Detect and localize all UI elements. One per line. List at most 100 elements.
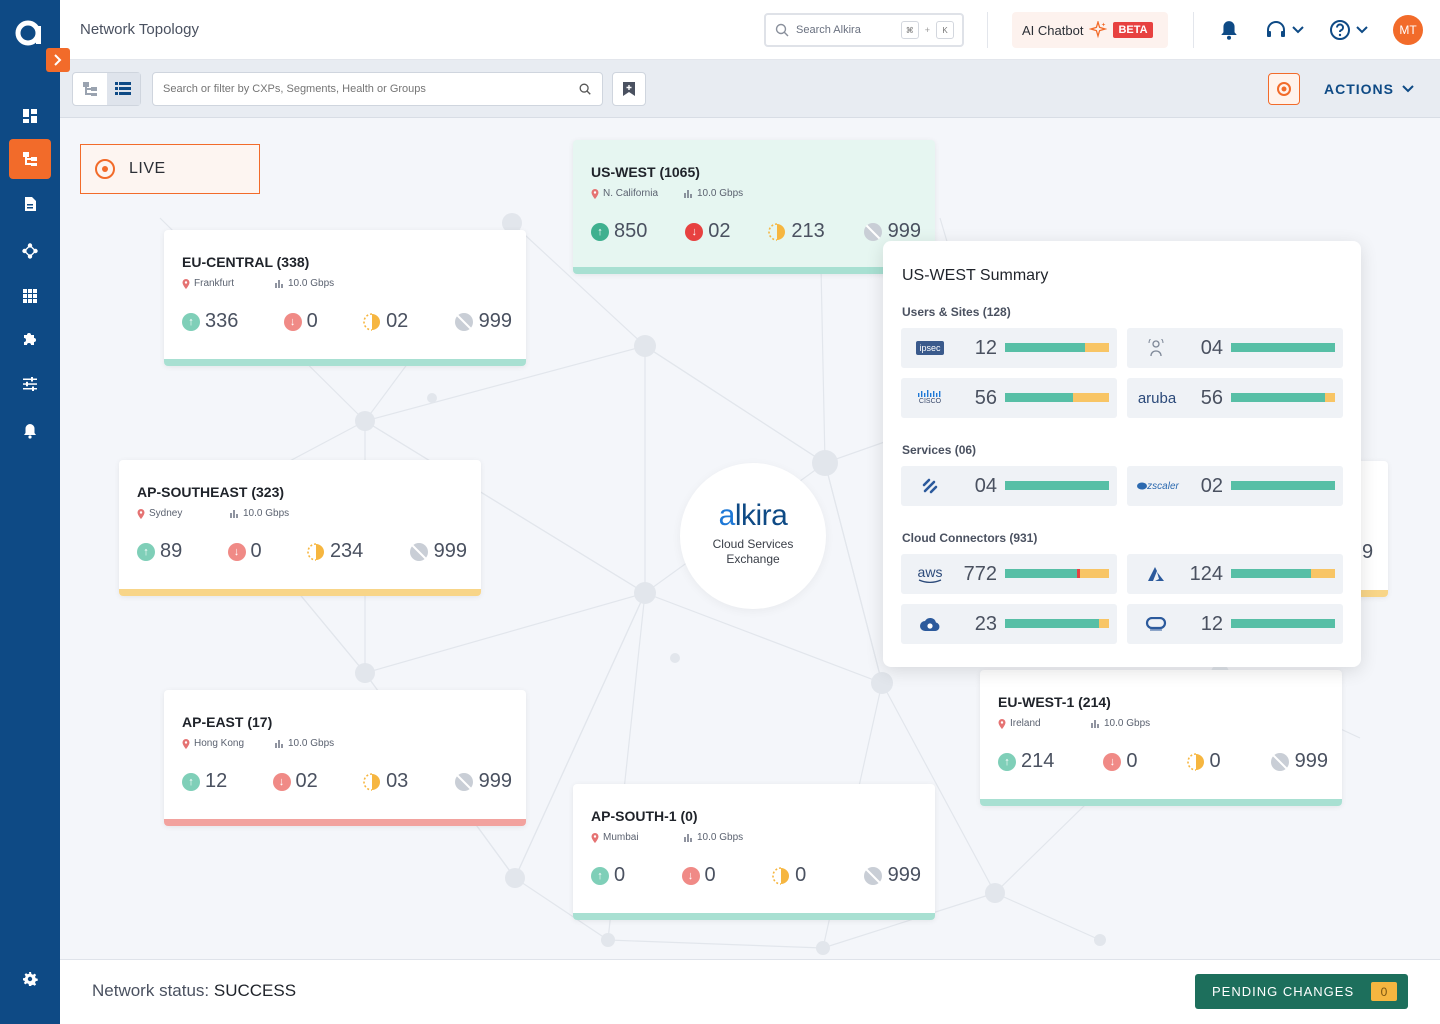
aruba-icon: aruba (1135, 388, 1179, 408)
summary-tile-zscaler[interactable]: zscaler 02 (1127, 466, 1343, 506)
summary-tile-aruba[interactable]: aruba 56 (1127, 378, 1343, 418)
health-bar (164, 819, 526, 826)
arrow-up-icon: ↑ (591, 866, 609, 885)
region-card-ap-east[interactable]: AP-EAST (17) Hong Kong 10.0 Gbps ↑ 12 ↓ 02… (164, 690, 526, 826)
nav-apps[interactable] (9, 276, 51, 316)
region-meta: Ireland 10.0 Gbps (998, 718, 1150, 729)
nav-integrations[interactable] (9, 319, 51, 359)
region-title: EU-WEST-1 (214) (998, 694, 1111, 710)
stat-partial: 02 (386, 310, 409, 332)
nav-topology[interactable] (9, 139, 51, 179)
header-divider (987, 12, 988, 48)
region-meta: Frankfurt 10.0 Gbps (182, 278, 334, 289)
health-track (1005, 569, 1109, 578)
summary-tile-remote-users[interactable]: 04 (1127, 328, 1343, 368)
stat-partial: 03 (386, 770, 409, 792)
location-pin-icon (182, 278, 190, 289)
saved-filters-button[interactable] (612, 72, 646, 106)
nav-dashboard[interactable] (9, 96, 51, 136)
bandwidth-icon (230, 509, 238, 518)
bandwidth-icon (684, 189, 692, 198)
nav-settings-sliders[interactable] (9, 364, 51, 404)
arrow-down-icon: ↓ (272, 772, 291, 791)
summary-tile-aws[interactable]: aws 772 (901, 554, 1117, 594)
user-avatar[interactable]: MT (1393, 15, 1423, 45)
health-track (1005, 343, 1109, 352)
pending-changes-count: 0 (1371, 982, 1397, 1001)
region-meta: Mumbai 10.0 Gbps (591, 832, 743, 843)
health-fill (1005, 481, 1109, 490)
global-search[interactable]: Search Alkira ⌘ + K (764, 13, 964, 47)
arrow-up-icon: ↑ (591, 222, 609, 241)
search-icon (775, 23, 789, 37)
gear-icon (23, 972, 38, 986)
summary-tile-gcp[interactable]: 23 (901, 604, 1117, 644)
expand-sidebar-button[interactable] (46, 48, 70, 72)
filter-input[interactable] (152, 72, 603, 106)
nav-alerts[interactable] (9, 411, 51, 451)
health-fill (1005, 343, 1086, 352)
record-button[interactable] (1268, 73, 1300, 105)
live-indicator[interactable]: LIVE (80, 144, 260, 194)
summary-tile-azure[interactable]: 124 (1127, 554, 1343, 594)
support-menu-button[interactable] (1265, 18, 1304, 42)
stat-disabled: 999 (887, 864, 921, 886)
stat-disabled: 999 (478, 310, 512, 332)
tile-value: 02 (1200, 475, 1223, 497)
alkira-logo-icon[interactable] (14, 16, 46, 48)
bandwidth-icon (275, 739, 283, 748)
stat-up: 850 (614, 220, 648, 242)
arrow-down-icon: ↓ (681, 866, 700, 885)
topology-view-button[interactable] (73, 73, 107, 105)
pending-changes-button[interactable]: PENDING CHANGES 0 (1195, 974, 1408, 1009)
aws-icon: aws (911, 564, 949, 584)
document-icon (25, 197, 36, 211)
partial-status-icon (768, 222, 786, 241)
network-status-label: Network status: (92, 981, 210, 1000)
region-card-ap-southeast[interactable]: AP-SOUTHEAST (323) Sydney 10.0 Gbps ↑ 89 … (119, 460, 481, 596)
summary-tile-ipsec[interactable]: ipsec 12 (901, 328, 1117, 368)
kbd-plus: + (924, 25, 930, 35)
health-track (1005, 393, 1109, 402)
kbd-k: K (936, 21, 954, 39)
region-card-eu-central[interactable]: EU-CENTRAL (338) Frankfurt 10.0 Gbps ↑ 33… (164, 230, 526, 366)
header-divider (1193, 12, 1194, 48)
cloud-services-exchange-node[interactable]: alkira Cloud Services Exchange (680, 463, 826, 609)
summary-tile-cisco[interactable]: CISCO 56 (901, 378, 1117, 418)
tile-value: 772 (963, 563, 997, 585)
nav-connectors[interactable] (9, 231, 51, 271)
nav-documents[interactable] (9, 184, 51, 224)
region-card-eu-west-1[interactable]: EU-WEST-1 (214) Ireland 10.0 Gbps ↑ 214 ↓… (980, 670, 1342, 806)
region-title: AP-SOUTH-1 (0) (591, 808, 698, 824)
region-card-ap-south-1[interactable]: AP-SOUTH-1 (0) Mumbai 10.0 Gbps ↑ 0 ↓ 0 0 … (573, 784, 935, 920)
ai-chatbot-button[interactable]: AI Chatbot BETA (1012, 12, 1168, 48)
chevron-down-icon (1292, 26, 1304, 34)
location-pin-icon (591, 832, 599, 843)
health-bar (164, 359, 526, 366)
sidebar (0, 0, 70, 1024)
stat-partial: 234 (329, 540, 364, 562)
search-icon[interactable] (578, 82, 592, 96)
stat-disabled: 999 (478, 770, 512, 792)
stat-up: 336 (205, 310, 239, 332)
stat-down: 02 (295, 770, 318, 792)
list-view-button[interactable] (106, 73, 140, 105)
region-card-us-west[interactable]: US-WEST (1065) N. California 10.0 Gbps ↑… (573, 140, 935, 274)
actions-menu[interactable]: ACTIONS (1324, 81, 1414, 97)
headset-icon (1267, 21, 1285, 37)
grid-icon (23, 289, 37, 303)
hidden-card-value: 9 (1362, 541, 1374, 563)
partial-status-icon (363, 312, 381, 331)
summary-tile-palo-alto[interactable]: 04 (901, 466, 1117, 506)
nav-settings[interactable] (9, 959, 51, 999)
health-track (1005, 619, 1109, 628)
notifications-button[interactable] (1220, 18, 1238, 42)
error-marker (1077, 569, 1080, 578)
tile-value: 12 (974, 337, 997, 359)
toolbar: ACTIONS (60, 60, 1440, 118)
help-menu-button[interactable] (1329, 18, 1368, 42)
stat-up: 0 (614, 864, 626, 886)
stat-down: 0 (704, 864, 716, 886)
summary-tile-oracle[interactable]: 12 (1127, 604, 1343, 644)
stat-partial: 213 (791, 220, 825, 242)
